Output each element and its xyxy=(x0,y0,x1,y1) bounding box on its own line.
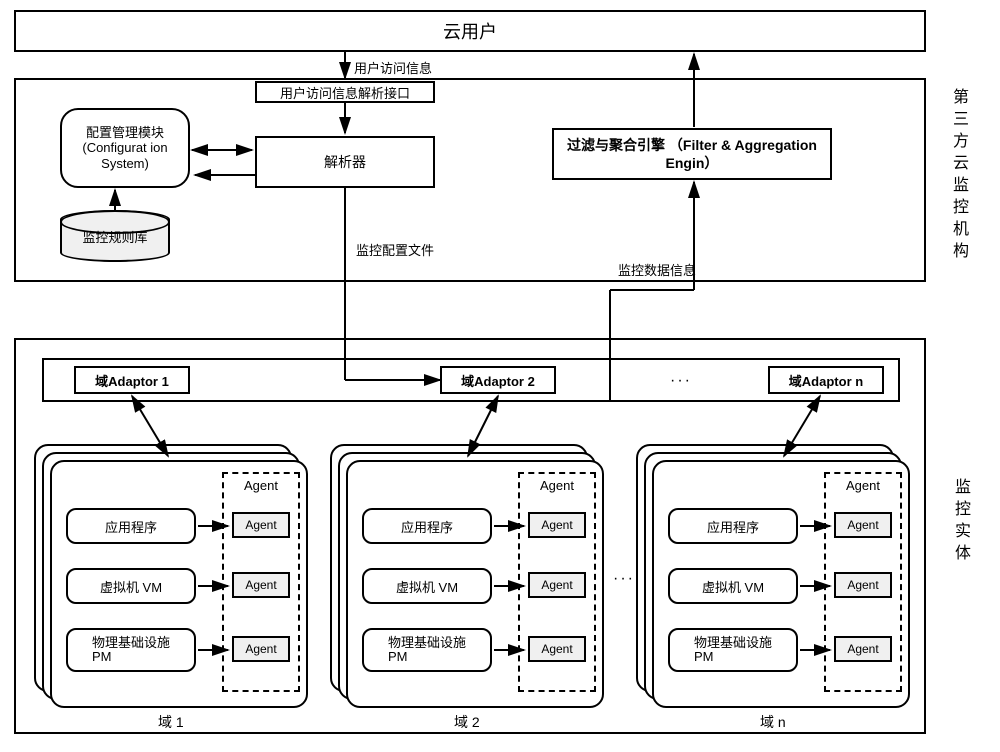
domain1-agent-label: Agent xyxy=(244,478,278,493)
domain1-app: 应用程序 xyxy=(66,508,196,544)
domainn-pm: 物理基础设施PM xyxy=(668,628,798,672)
domainn-agent-label: Agent xyxy=(846,478,880,493)
filter-engine-box: 过滤与聚合引擎 （Filter & Aggregation Engin） xyxy=(552,128,832,180)
domainn-app: 应用程序 xyxy=(668,508,798,544)
domain1-label: 域 1 xyxy=(158,712,184,732)
adaptor-2: 域Adaptor 2 xyxy=(440,366,556,394)
adaptor-dots: ··· xyxy=(670,372,692,390)
cloud-user-box: 云用户 xyxy=(14,10,926,52)
user-access-info-label: 用户访问信息 xyxy=(354,58,432,77)
domain-dots: ··· xyxy=(613,570,635,588)
domainn-label: 域 n xyxy=(760,712,786,732)
middle-side-label: 第三方云监控机构 xyxy=(946,88,970,264)
domain2-app: 应用程序 xyxy=(362,508,492,544)
data-info-label: 监控数据信息 xyxy=(618,260,696,279)
cloud-user-label: 云用户 xyxy=(443,18,497,44)
domain1-pm-agent: Agent xyxy=(232,636,290,662)
domain2-app-agent: Agent xyxy=(528,512,586,538)
domain1-vm: 虚拟机 VM xyxy=(66,568,196,604)
domain2-pm: 物理基础设施PM xyxy=(362,628,492,672)
bottom-side-label: 监控实体 xyxy=(948,478,972,566)
domainn-app-agent: Agent xyxy=(834,512,892,538)
domain2-label: 域 2 xyxy=(454,712,480,732)
domain2-pm-agent: Agent xyxy=(528,636,586,662)
config-module-box: 配置管理模块 (Configurat ion System) xyxy=(60,108,190,188)
parser-box: 解析器 xyxy=(255,136,435,188)
rules-db: 监控规则库 xyxy=(60,210,170,262)
config-file-label: 监控配置文件 xyxy=(356,240,434,259)
domain2-vm: 虚拟机 VM xyxy=(362,568,492,604)
domainn-vm-agent: Agent xyxy=(834,572,892,598)
domain1-app-agent: Agent xyxy=(232,512,290,538)
adaptor-n: 域Adaptor n xyxy=(768,366,884,394)
adaptor-1: 域Adaptor 1 xyxy=(74,366,190,394)
domain1-vm-agent: Agent xyxy=(232,572,290,598)
domain1-pm: 物理基础设施PM xyxy=(66,628,196,672)
parse-interface-box: 用户访问信息解析接口 xyxy=(255,81,435,103)
domain2-vm-agent: Agent xyxy=(528,572,586,598)
domain2-agent-label: Agent xyxy=(540,478,574,493)
domainn-pm-agent: Agent xyxy=(834,636,892,662)
domainn-vm: 虚拟机 VM xyxy=(668,568,798,604)
